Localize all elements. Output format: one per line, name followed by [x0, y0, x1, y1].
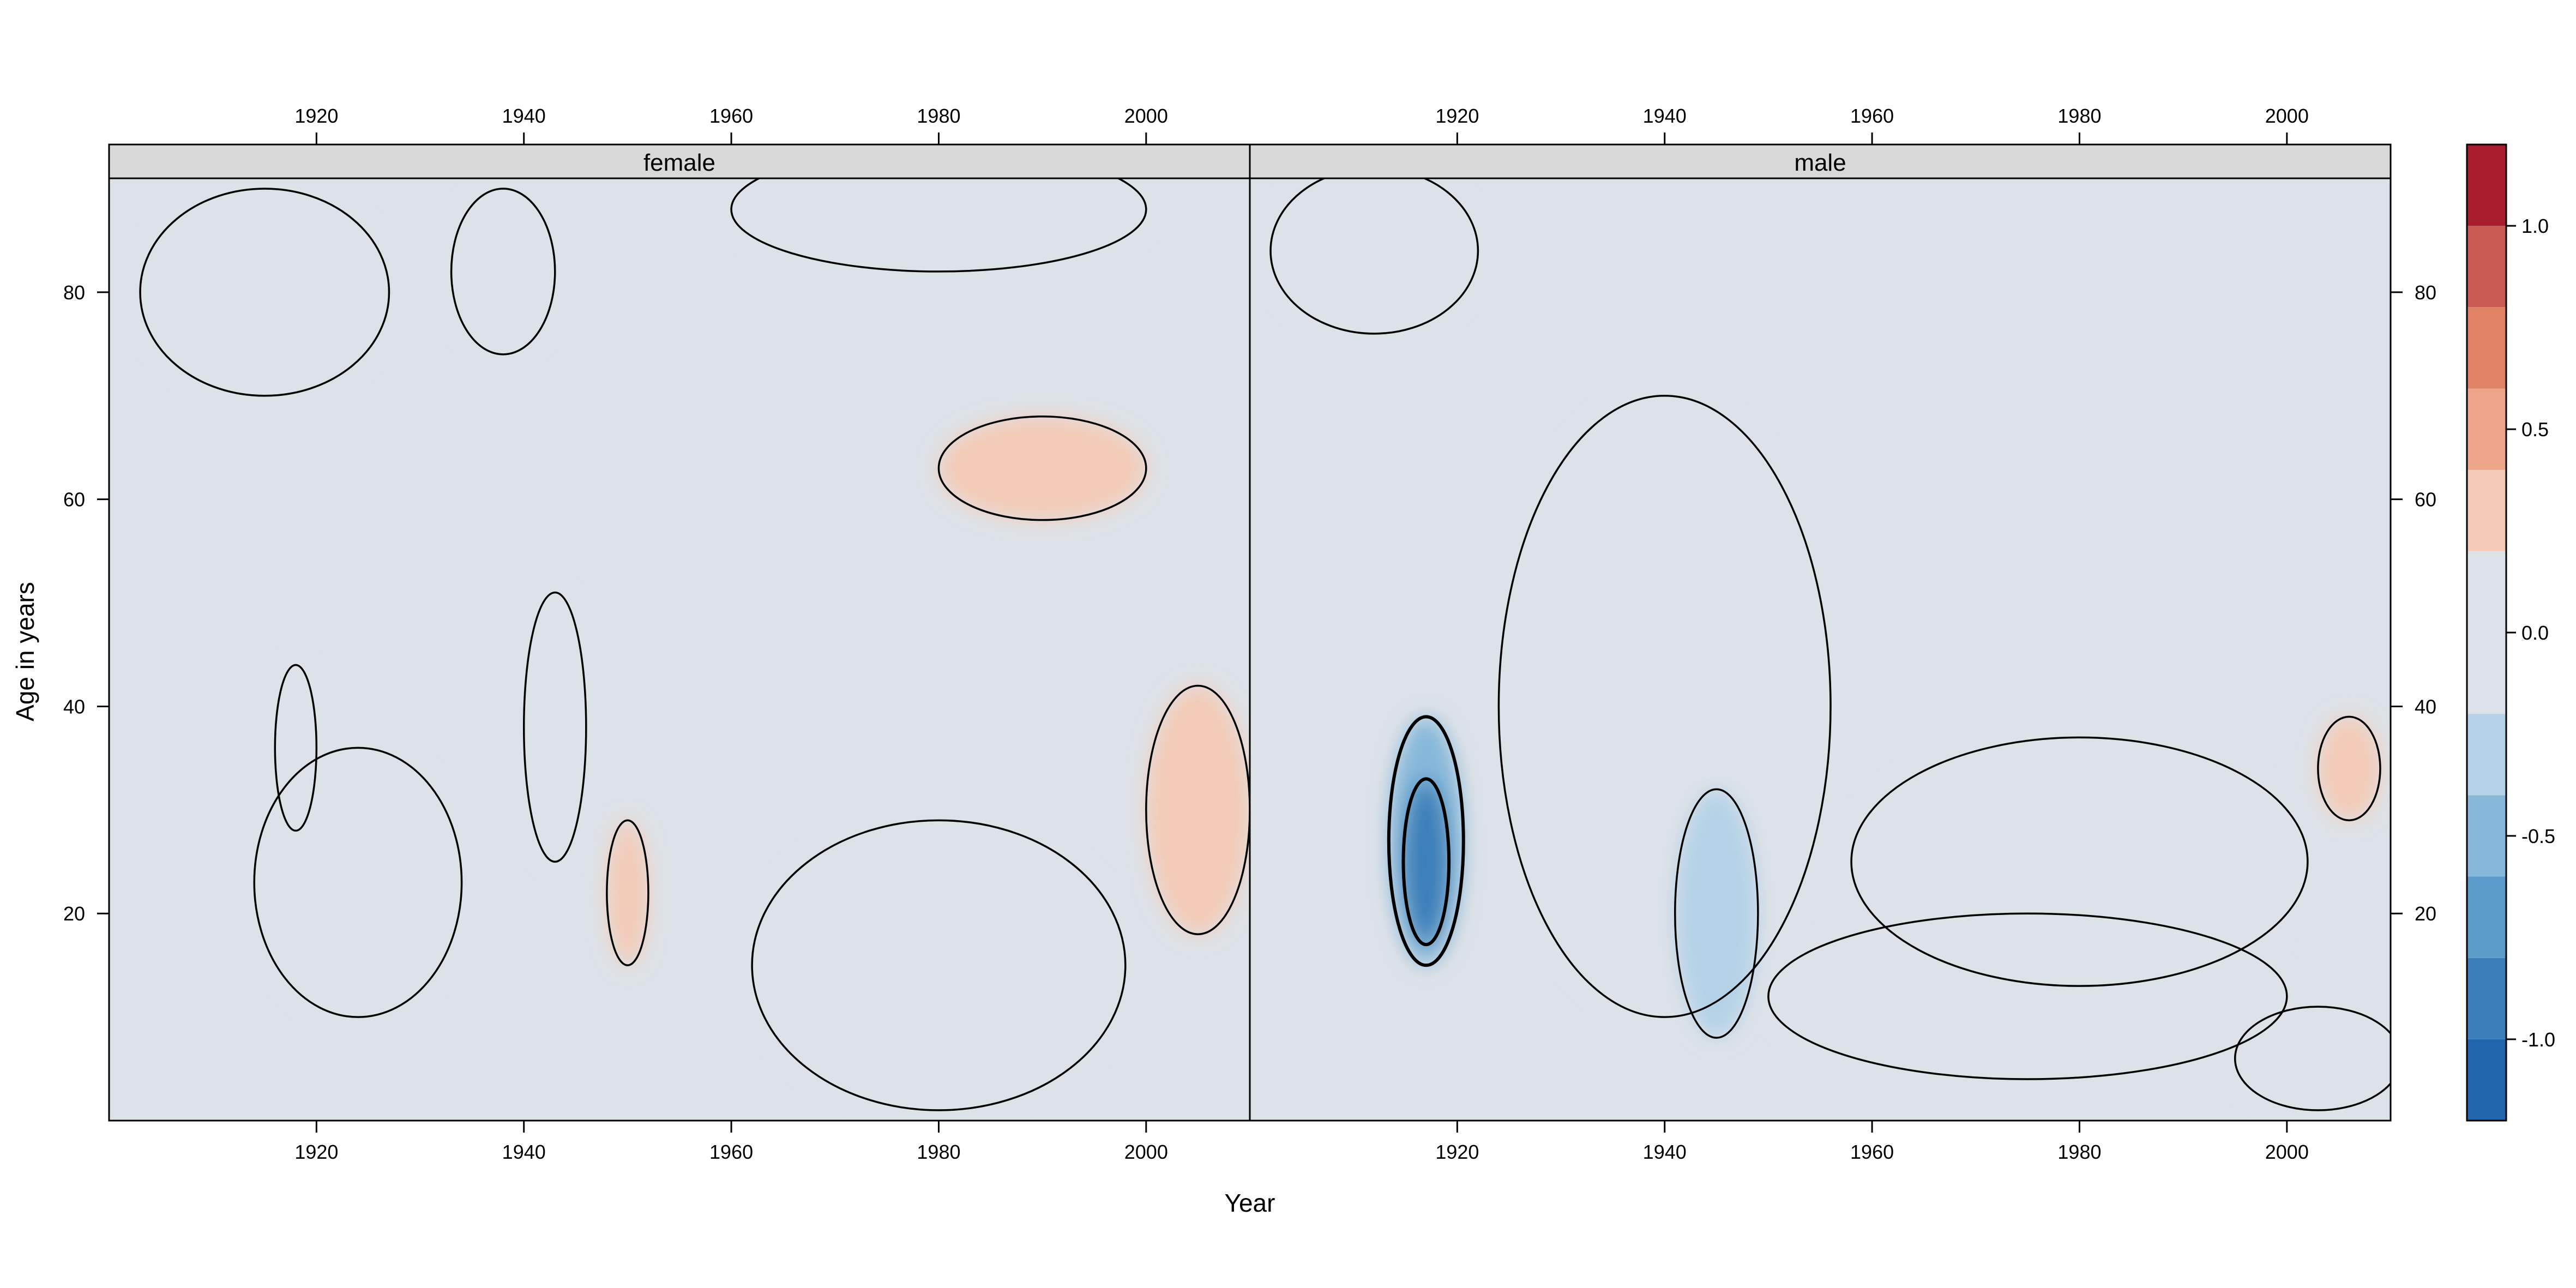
- x-tick-label-bottom: 1980: [917, 1141, 960, 1163]
- x-tick-label-bottom: 2000: [2265, 1141, 2309, 1163]
- x-tick-label-bottom: 1920: [1435, 1141, 1479, 1163]
- heat-region: [451, 188, 555, 354]
- x-tick-label-top: 1940: [502, 105, 546, 127]
- contour-line: [139, 188, 390, 397]
- contour-line: [1850, 736, 2309, 987]
- x-tick-label-bottom: 1940: [1643, 1141, 1687, 1163]
- x-tick-label-bottom: 1980: [2057, 1141, 2101, 1163]
- y-tick-label-right: 80: [2415, 281, 2436, 304]
- colorbar-tick-label: 0.0: [2521, 622, 2549, 644]
- strip-label: male: [1794, 149, 1846, 176]
- x-tick-label-top: 1920: [294, 105, 338, 127]
- contour-line: [274, 664, 318, 832]
- colorbar-band: [2467, 470, 2506, 551]
- heat-region: [1498, 395, 1831, 1018]
- x-tick-label-top: 1960: [1850, 105, 1894, 127]
- x-tick-label-top: 1980: [917, 105, 960, 127]
- heat-region: [1146, 685, 1250, 935]
- y-tick-label-left: 60: [63, 489, 85, 511]
- contour-line: [2234, 1006, 2391, 1111]
- colorbar-tick-label: -1.0: [2521, 1028, 2555, 1051]
- heat-region: [140, 188, 389, 396]
- x-axis-title: Year: [1225, 1189, 1275, 1217]
- colorbar-band: [2467, 307, 2506, 389]
- contour-line: [2317, 715, 2381, 822]
- colorbar-band: [2467, 145, 2506, 226]
- contour-line: [1401, 777, 1451, 947]
- contour-line: [1767, 912, 2288, 1080]
- y-axis-title: Age in years: [11, 582, 39, 721]
- y-tick-label-right: 60: [2415, 489, 2436, 511]
- panel-female: female: [108, 143, 1251, 1122]
- heat-region: [1403, 779, 1449, 945]
- contour-line: [730, 178, 1147, 273]
- heat-region: [606, 820, 648, 966]
- heat-region: [2318, 717, 2380, 821]
- contour-line: [1497, 395, 1832, 1018]
- y-tick-label-left: 40: [63, 695, 85, 718]
- colorbar-tick-label: 0.5: [2521, 418, 2549, 441]
- strip-label: female: [643, 149, 715, 176]
- y-tick-label-left: 20: [63, 902, 85, 925]
- heat-region: [752, 820, 1126, 1111]
- heat-region: [938, 416, 1146, 520]
- colorbar-band: [2467, 876, 2506, 958]
- x-tick-label-top: 1920: [1435, 105, 1479, 127]
- panels-layer: female male: [108, 143, 2392, 1122]
- heat-region: [731, 178, 1146, 272]
- y-tick-label-right: 20: [2415, 902, 2436, 925]
- colorbar-band: [2467, 795, 2506, 877]
- x-tick-label-top: 1980: [2057, 105, 2101, 127]
- colorbar-band: [2467, 388, 2506, 470]
- contour-line: [1269, 178, 1479, 335]
- colorbar-band: [2467, 958, 2506, 1039]
- colorbar-band: [2467, 551, 2506, 714]
- x-tick-label-bottom: 1960: [1850, 1141, 1894, 1163]
- x-tick-label-top: 2000: [1124, 105, 1168, 127]
- heat-region: [1271, 178, 1478, 334]
- strip-female: [108, 143, 1251, 179]
- contour-line: [522, 591, 587, 863]
- x-tick-label-bottom: 2000: [1124, 1141, 1168, 1163]
- contour-line: [1674, 788, 1759, 1039]
- contour-line: [253, 747, 463, 1018]
- x-tick-label-top: 1960: [709, 105, 753, 127]
- heat-region: [1675, 789, 1758, 1038]
- heat-region: [1768, 913, 2287, 1080]
- heat-region: [275, 665, 317, 831]
- x-tick-label-bottom: 1960: [709, 1141, 753, 1163]
- y-tick-label-right: 40: [2415, 695, 2436, 718]
- colorbar-band: [2467, 226, 2506, 308]
- contour-line: [1387, 715, 1465, 967]
- y-tick-label-left: 80: [63, 281, 85, 304]
- heat-region: [523, 592, 586, 862]
- x-tick-label-bottom: 1940: [502, 1141, 546, 1163]
- contour-line: [450, 188, 556, 356]
- colorbar-tick-label: 1.0: [2521, 215, 2549, 237]
- strip-male: [1249, 143, 2392, 179]
- x-tick-label-top: 2000: [2265, 105, 2309, 127]
- colorbar-tick-label: -0.5: [2521, 825, 2555, 847]
- panel-male: male: [1249, 143, 2392, 1122]
- axes-layer: 1920 1920 1940 1940 1960 1960 1980 1980 2000 2000…: [63, 105, 2436, 1163]
- x-tick-label-top: 1940: [1643, 105, 1687, 127]
- contour-line: [606, 819, 649, 966]
- colorbar: -1.0 -0.5 0.0 0.5 1.0: [2466, 143, 2555, 1122]
- contour-line: [1145, 684, 1250, 935]
- x-tick-label-bottom: 1920: [294, 1141, 338, 1163]
- heat-region: [2235, 1007, 2391, 1110]
- contour-line: [937, 415, 1147, 521]
- colorbar-band: [2467, 714, 2506, 796]
- colorbar-band: [2467, 1039, 2506, 1121]
- contour-line: [751, 819, 1127, 1111]
